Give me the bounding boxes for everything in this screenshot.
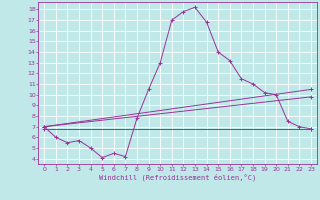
X-axis label: Windchill (Refroidissement éolien,°C): Windchill (Refroidissement éolien,°C)	[99, 173, 256, 181]
